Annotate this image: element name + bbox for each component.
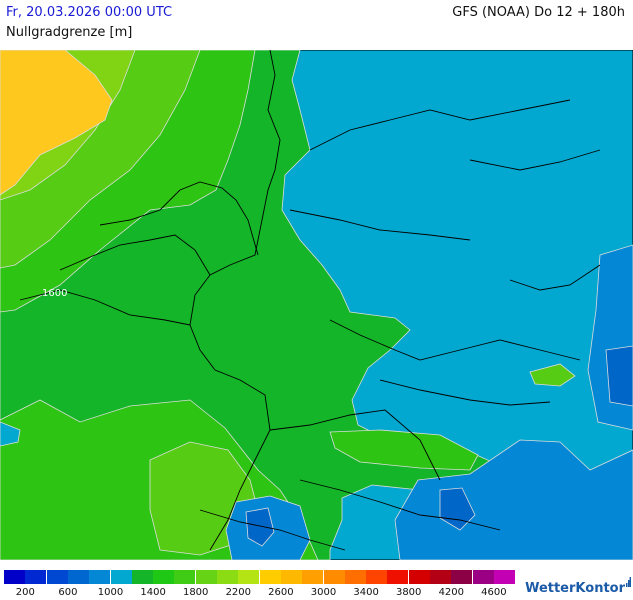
legend-label: 200 [15,587,35,598]
legend-swatch [89,570,111,584]
legend-label: 600 [58,587,78,598]
country-borders [19,50,601,551]
legend-swatch [131,570,153,584]
legend-label: 1400 [140,587,166,598]
band-1400-1600-east [329,429,479,471]
logo-bars-icon [626,577,631,587]
legend-label: 3800 [395,587,422,598]
legend-label: 2600 [268,587,294,598]
legend-label: 4200 [438,587,465,598]
legend-swatch [323,570,345,584]
legend-swatch [174,570,196,584]
legend-swatch [238,570,260,584]
legend-swatch [430,570,451,584]
legend-swatch [493,570,515,584]
legend-swatch [366,570,388,584]
band-2200-plus [0,50,113,196]
parameter-title: Nullgradgrenze [m] [6,25,133,40]
legend-label: 3000 [310,587,337,598]
band-800-1000-southeast [394,439,633,560]
legend-swatch [195,570,217,584]
legend-swatch [387,570,409,584]
legend-swatch [451,570,473,584]
band-1600-1800-island [529,363,576,387]
legend-swatch [302,570,324,584]
band-800-1000-west [0,421,21,447]
freezing-level-map: 1600 [0,50,633,560]
band-600-800-east [605,345,633,407]
legend-swatch [472,570,494,584]
legend-swatch [408,570,430,584]
legend-swatch [259,570,281,584]
legend-swatch [153,570,175,584]
contour-label-1600: 1600 [42,288,67,299]
legend-label: 2200 [225,587,252,598]
band-600-800-alps [245,507,275,547]
forecast-datetime: Fr, 20.03.2026 00:00 UTC [6,5,173,20]
legend-swatch [110,570,132,584]
legend-label: 4600 [481,587,507,598]
legend-swatch [67,570,89,584]
legend-swatch [217,570,238,584]
legend-label: 1800 [182,587,209,598]
legend-swatch [4,570,25,584]
legend-swatch [46,570,68,584]
legend-swatch [280,570,302,584]
legend-label: 1000 [97,587,124,598]
legend-swatch [344,570,366,584]
band-600-800-southeast [439,487,476,531]
legend-label: 3400 [353,587,379,598]
legend-swatch [25,570,47,584]
wetterkontor-logo: WetterKontor [525,581,625,596]
model-run-label: GFS (NOAA) Do 12 + 180h [452,5,625,20]
